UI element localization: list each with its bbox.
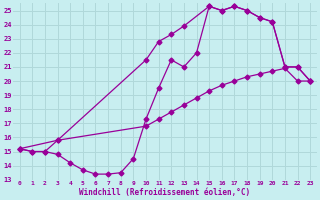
X-axis label: Windchill (Refroidissement éolien,°C): Windchill (Refroidissement éolien,°C) — [79, 188, 251, 197]
